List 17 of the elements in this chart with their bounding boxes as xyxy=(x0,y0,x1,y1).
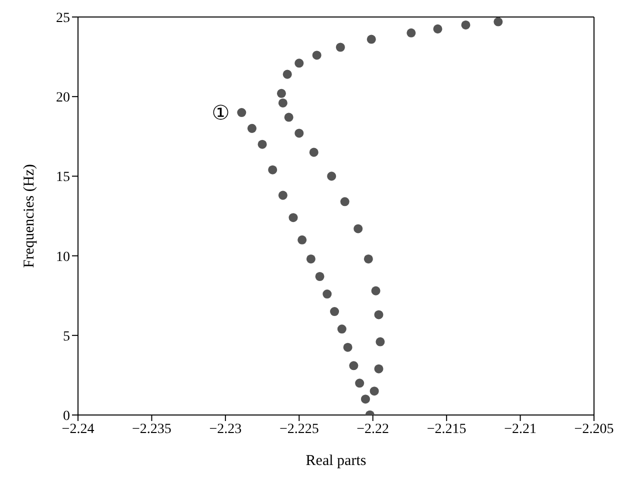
y-tick-label: 5 xyxy=(63,329,70,344)
annotation: ① xyxy=(212,100,230,125)
y-axis-title: Frequencies (Hz) xyxy=(21,164,38,268)
x-tick-label: −2.24 xyxy=(62,422,94,437)
x-tick-label: −2.23 xyxy=(209,422,242,437)
x-tick-label: −2.215 xyxy=(426,422,466,437)
x-axis-title: Real parts xyxy=(306,453,366,469)
y-tick-label: 10 xyxy=(56,250,70,265)
x-tick-label: −2.205 xyxy=(574,422,614,437)
y-tick-label: 20 xyxy=(56,90,70,106)
x-tick-label: −2.225 xyxy=(279,422,319,437)
x-tick-label: −2.21 xyxy=(504,422,536,437)
x-tick-label: −2.235 xyxy=(132,422,172,437)
y-tick-label: 25 xyxy=(56,10,70,26)
y-tick-label: 15 xyxy=(56,170,70,186)
x-tick-label: −2.22 xyxy=(356,422,390,437)
y-tick-label: 0 xyxy=(63,408,70,424)
